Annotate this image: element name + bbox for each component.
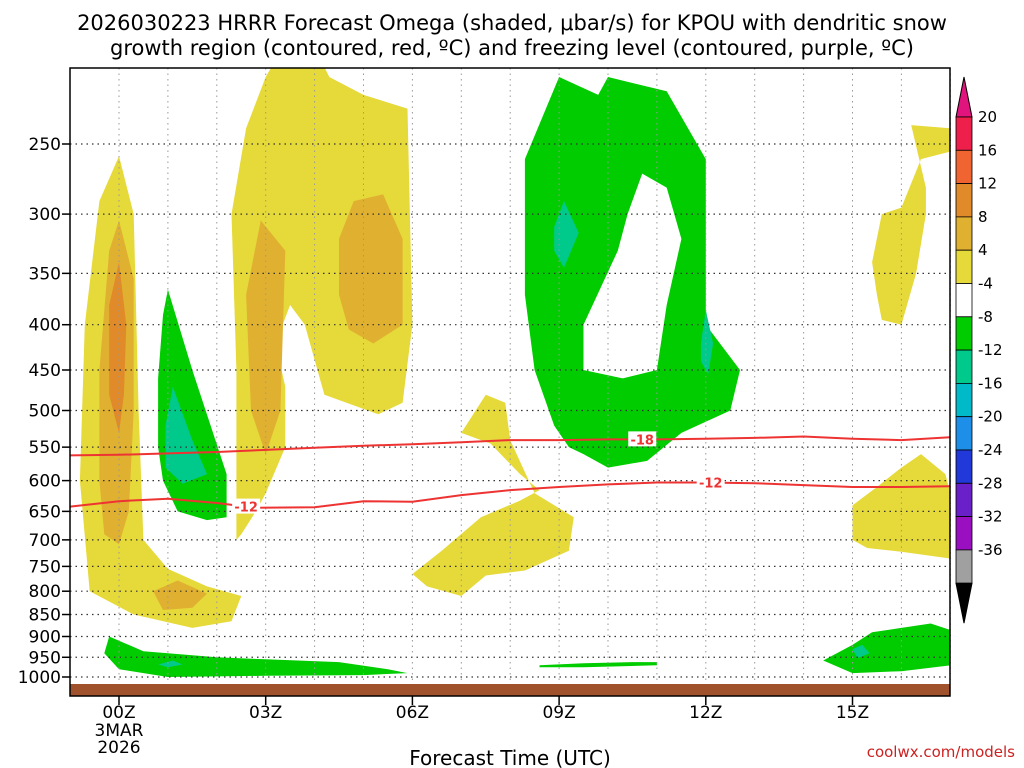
y-tick-label: 450	[29, 361, 61, 381]
ground-strip	[70, 684, 950, 696]
colorbar-bottom-arrow	[955, 582, 973, 624]
omega-region-mid-level-core-b	[339, 194, 403, 344]
y-tick-label: 350	[29, 264, 61, 284]
omega-region-boundary-layer-core	[158, 660, 183, 668]
omega-region-boundary-layer-descent	[104, 636, 408, 677]
colorbar-swatch	[955, 183, 973, 218]
omega-region-upper-descent-core-b	[700, 310, 714, 375]
contour-label: -18	[630, 433, 654, 448]
omega-region-near-surface-descent	[539, 662, 657, 668]
omega-shading	[79, 68, 950, 677]
y-tick-label: 850	[29, 606, 61, 626]
colorbar-swatch	[955, 516, 973, 551]
colorbar-label: -36	[978, 541, 1003, 559]
y-tick-label: 250	[29, 135, 61, 155]
chart-title-line1: 2026030223 HRRR Forecast Omega (shaded, …	[77, 11, 947, 35]
colorbar-swatch	[955, 216, 973, 251]
y-tick-label: 900	[29, 627, 61, 647]
x-tick-label: 00Z	[102, 703, 135, 723]
colorbar-swatch	[955, 149, 973, 185]
y-tick-label: 300	[29, 205, 61, 225]
x-tick-label: 12Z	[689, 703, 722, 723]
plot-frame	[69, 67, 951, 697]
colorbar-label: -8	[978, 308, 993, 326]
colorbar-top-arrow	[955, 76, 973, 118]
colorbar-swatch	[955, 316, 973, 351]
colorbar-label: -4	[978, 275, 993, 293]
colorbar-swatch	[955, 449, 973, 484]
x-tick-year: 2026	[97, 738, 140, 758]
colorbar-swatch	[955, 382, 973, 418]
contour-label-bg	[628, 431, 657, 447]
omega-region-late-lower-ascent	[852, 454, 950, 559]
colorbar-swatch	[955, 349, 973, 384]
y-tick-label: 950	[29, 648, 61, 668]
colorbar-swatch	[955, 116, 973, 151]
chart-title-line2: growth region (contoured, red, ºC) and f…	[110, 36, 914, 60]
colorbar-swatch	[955, 249, 973, 284]
colorbar-label: 8	[978, 208, 988, 226]
contour-label: -12	[234, 501, 258, 516]
y-tick-label: 800	[29, 582, 61, 602]
omega-region-lower-ascent	[412, 394, 574, 596]
y-tick-label: 700	[29, 531, 61, 551]
omega-region-early-ascent-max	[109, 262, 127, 433]
contour-label: -12	[699, 477, 723, 492]
colorbar-swatch	[955, 482, 973, 517]
colorbar-swatch	[955, 283, 973, 318]
pressure-axis: 2503003504004505005506006507007508008509…	[18, 135, 70, 688]
omega-region-late-boundary-core	[852, 644, 870, 659]
omega-region-mid-level-ascent	[231, 68, 413, 540]
x-tick-date: 3MAR	[95, 721, 144, 741]
y-tick-label: 1000	[18, 668, 61, 688]
omega-region-upper-descent-core-a	[554, 201, 579, 268]
x-tick-label: 06Z	[396, 703, 429, 723]
contour-dendritic-bottom	[70, 481, 950, 509]
y-tick-label: 600	[29, 472, 61, 492]
colorbar-swatch	[955, 549, 973, 584]
colorbar-label: -32	[978, 508, 1003, 526]
colorbar-label: -12	[978, 341, 1003, 359]
contour-label-bg	[232, 498, 261, 514]
x-tick-label: 15Z	[836, 703, 869, 723]
omega-region-low-level-ascent-core	[153, 580, 207, 610]
colorbar-label: 16	[978, 141, 997, 159]
y-tick-label: 750	[29, 557, 61, 577]
x-axis-label: Forecast Time (UTC)	[409, 746, 611, 768]
omega-region-late-upper-ascent	[872, 125, 950, 325]
grid-lines	[70, 68, 951, 684]
y-tick-label: 650	[29, 502, 61, 522]
colorbar: 20 16 12 8 4 -4 -8 -12 -16 -20 -24 -28 -32 -36	[955, 76, 1003, 624]
colorbar-swatch	[955, 416, 973, 451]
colorbar-label: -16	[978, 374, 1003, 392]
x-tick-label: 09Z	[542, 703, 575, 723]
colorbar-label: 20	[978, 108, 997, 126]
colorbar-label: -20	[978, 408, 1003, 426]
colorbar-label: -28	[978, 474, 1003, 492]
colorbar-label: -24	[978, 441, 1003, 459]
colorbar-label: 4	[978, 241, 988, 259]
contour-lines: -18 -12 -12	[70, 431, 950, 516]
omega-region-mid-level-core-a	[246, 220, 286, 455]
contour-dendritic-top	[70, 435, 950, 457]
y-tick-label: 550	[29, 438, 61, 458]
omega-region-late-boundary-descent	[823, 623, 950, 674]
x-tick-label: 03Z	[249, 703, 282, 723]
colorbar-label: 12	[978, 175, 997, 193]
credit-text: coolwx.com/models	[867, 743, 1015, 761]
y-tick-label: 400	[29, 316, 61, 336]
y-tick-label: 500	[29, 402, 61, 422]
contour-label-bg	[696, 474, 725, 490]
